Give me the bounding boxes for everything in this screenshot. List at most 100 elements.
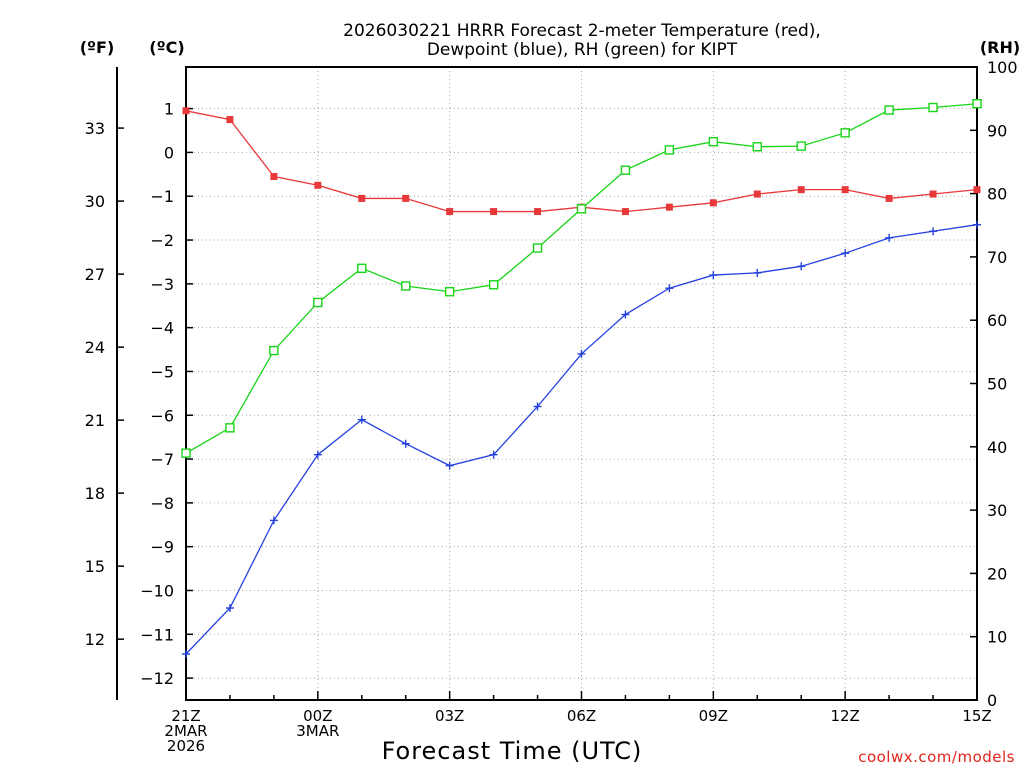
rh-tick-label: 60 [987, 311, 1007, 330]
rh-point [972, 99, 982, 109]
dewpoint-point [269, 516, 278, 525]
x-tick-label: 06Z [567, 707, 596, 725]
dewpoint-point [841, 249, 850, 258]
fahrenheit-tick-label: 15 [85, 557, 105, 576]
temperature-point [270, 173, 278, 181]
dewpoint-point [182, 650, 190, 659]
rh-point [840, 128, 850, 138]
dewpoint-point [665, 284, 674, 293]
celsius-tick-label: −8 [150, 494, 174, 513]
grid-lines [186, 67, 977, 700]
temperature-point [182, 107, 190, 115]
x-tick-label: 2026 [167, 737, 205, 755]
dewpoint-point [929, 227, 938, 236]
data-series [181, 99, 982, 659]
temperature-point [402, 194, 410, 202]
rh-point [488, 280, 499, 290]
axes [116, 66, 978, 701]
rh-point [401, 281, 411, 291]
celsius-tick-label: −3 [150, 275, 174, 294]
rh-tick-label: 100 [987, 58, 1018, 77]
dewpoint-point [753, 268, 762, 277]
celsius-tick-label: −5 [150, 362, 174, 381]
temperature-point [885, 194, 893, 202]
dewpoint-point [533, 402, 542, 411]
rh-tick-label: 30 [987, 501, 1007, 520]
temperature-point [534, 208, 542, 216]
temperature-point [841, 186, 849, 194]
celsius-tick-label: −1 [150, 187, 174, 206]
celsius-tick-label: −9 [150, 538, 174, 557]
rh-point [884, 105, 894, 115]
celsius-tick-label: −12 [140, 669, 174, 688]
x-tick-label: 2MAR [164, 722, 207, 740]
x-tick-label: 12Z [830, 707, 859, 725]
dewpoint-point [313, 450, 322, 459]
rh-point [181, 448, 191, 458]
fahrenheit-tick-label: 12 [85, 630, 105, 649]
celsius-tick-label: 1 [164, 100, 174, 119]
celsius-tick-label: −11 [140, 625, 174, 644]
rh-point [313, 297, 323, 308]
celsius-tick-label: −4 [150, 319, 174, 338]
rh-point [444, 287, 455, 297]
dewpoint-point [225, 604, 234, 613]
rh-unit-label: (RH) [980, 38, 1020, 57]
fahrenheit-tick-label: 33 [85, 119, 105, 138]
dewpoint-point [401, 439, 410, 448]
x-tick-label: 3MAR [296, 722, 339, 740]
x-tick-label: 21Z [171, 707, 200, 725]
dewpoint-point [885, 233, 894, 242]
temperature-point [797, 186, 805, 194]
rh-point [576, 204, 587, 214]
dewpoint-point [357, 415, 366, 424]
credit-text: coolwx.com/models [858, 748, 1015, 766]
temperature-point [490, 208, 498, 216]
temperature-point [665, 203, 673, 211]
temperature-point [973, 186, 981, 194]
dewpoint-point [577, 349, 586, 358]
rh-point [752, 142, 762, 152]
temperature-point [753, 190, 761, 198]
rh-point [357, 263, 367, 273]
dewpoint-point [797, 262, 806, 271]
celsius-unit-label: (ºC) [149, 38, 184, 57]
x-tick-label: 09Z [699, 707, 728, 725]
chart-title-line-2: Dewpoint (blue), RH (green) for KIPT [427, 40, 738, 60]
rh-tick-label: 80 [987, 185, 1007, 204]
rh-point [620, 165, 631, 175]
rh-point [796, 141, 806, 151]
tick-labels: 10−1−2−3−4−5−6−7−8−9−10−11−1233302724211… [85, 58, 1018, 755]
rh-tick-label: 10 [987, 628, 1007, 647]
rh-point [708, 136, 719, 147]
rh-point [269, 345, 279, 356]
rh-point [225, 423, 235, 433]
temperature-point [709, 199, 717, 207]
x-tick-label: 15Z [962, 707, 991, 725]
dewpoint-point [973, 220, 981, 229]
rh-tick-label: 0 [987, 691, 997, 710]
rh-tick-label: 70 [987, 248, 1007, 267]
celsius-tick-label: −2 [150, 231, 174, 250]
dewpoint-point [445, 461, 454, 470]
celsius-tick-label: −6 [150, 406, 174, 425]
x-tick-label: 00Z [303, 707, 332, 725]
rh-tick-label: 40 [987, 438, 1007, 457]
fahrenheit-tick-label: 27 [85, 265, 105, 284]
celsius-tick-label: 0 [164, 143, 174, 162]
fahrenheit-tick-label: 21 [85, 411, 105, 430]
celsius-tick-label: −10 [140, 581, 174, 600]
rh-point [928, 102, 938, 113]
dewpoint-point [709, 271, 718, 280]
temperature-point [621, 208, 629, 216]
dewpoint-point [621, 310, 630, 319]
dewpoint-point [489, 450, 498, 459]
fahrenheit-tick-label: 30 [85, 192, 105, 211]
x-axis-title: Forecast Time (UTC) [382, 737, 643, 765]
rh-line [185, 103, 978, 454]
temperature-point [446, 208, 454, 216]
rh-tick-label: 90 [987, 121, 1007, 140]
temperature-point [314, 181, 322, 189]
celsius-tick-label: −7 [150, 450, 174, 469]
